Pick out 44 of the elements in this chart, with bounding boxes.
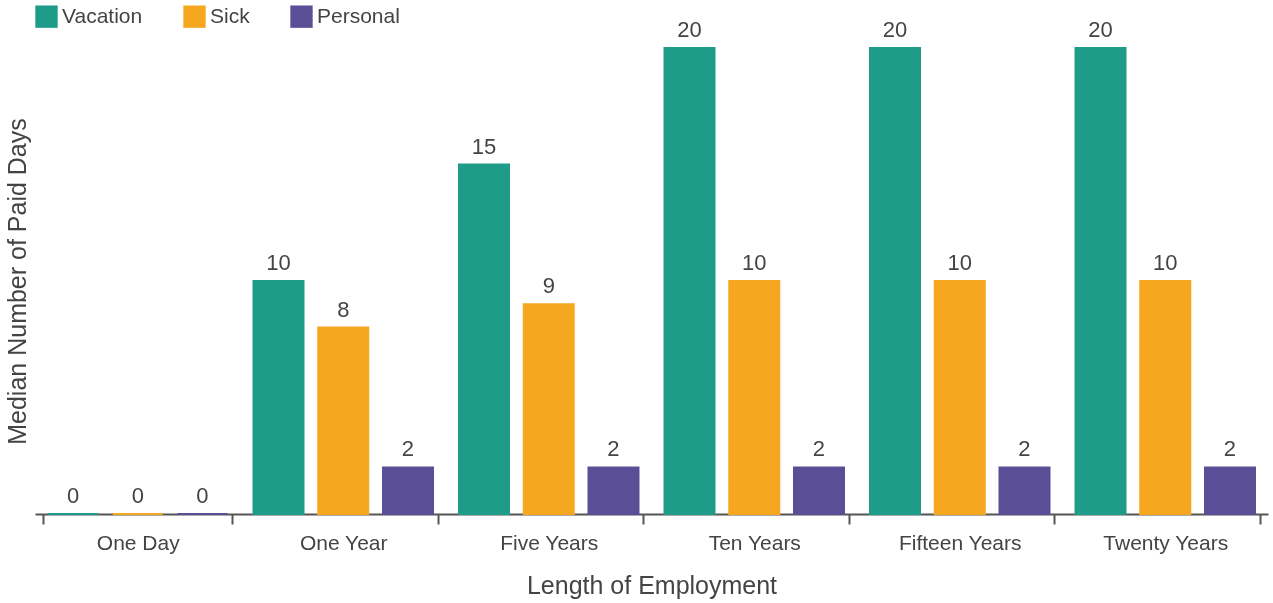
data-label: 2: [812, 436, 826, 462]
x-axis-title: Length of Employment: [526, 570, 778, 599]
bar: [869, 47, 921, 515]
y-axis-title: Median Number of Paid Days: [2, 118, 31, 445]
x-tick-label: Ten Years: [708, 530, 801, 554]
data-label: 10: [266, 250, 291, 275]
bar: [317, 326, 370, 515]
bar: [587, 466, 640, 515]
data-label: 20: [882, 17, 908, 42]
data-label: 0: [131, 483, 144, 508]
x-tick-label: One Year: [299, 530, 388, 554]
data-label: 10: [1153, 250, 1178, 275]
x-tick-label: One Day: [96, 530, 181, 554]
bar: [728, 280, 781, 515]
bar: [663, 47, 716, 515]
data-label: 2: [1223, 436, 1237, 462]
bar: [252, 280, 305, 515]
data-label: 20: [677, 17, 702, 42]
data-label: 15: [471, 133, 497, 159]
bar: [1139, 280, 1192, 515]
legend-label: Sick: [210, 3, 251, 27]
data-label: 9: [542, 273, 555, 299]
data-label: 2: [401, 436, 415, 462]
bar: [458, 163, 510, 515]
data-label: 8: [337, 296, 350, 322]
bar: [998, 466, 1051, 515]
legend-label: Personal: [317, 3, 400, 27]
data-label: 2: [607, 436, 620, 462]
bar: [793, 466, 845, 515]
bar: [1204, 466, 1256, 515]
bar: [1074, 47, 1127, 515]
bar: [933, 280, 986, 515]
data-label: 10: [947, 250, 972, 275]
x-tick-label: Twenty Years: [1103, 530, 1229, 554]
bar: [382, 466, 434, 515]
x-tick-label: Fifteen Years: [898, 530, 1022, 554]
legend-label: Vacation: [62, 3, 143, 27]
x-tick-label: Five Years: [500, 530, 599, 554]
data-label: 10: [742, 250, 767, 275]
data-label: 0: [66, 483, 80, 508]
bar: [522, 303, 575, 515]
data-label: 20: [1088, 17, 1113, 42]
data-label: 0: [196, 483, 209, 508]
data-label: 2: [1018, 436, 1031, 462]
